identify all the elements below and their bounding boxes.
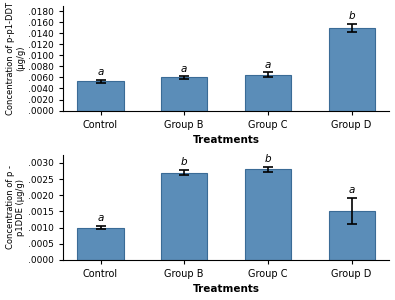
Text: b: b [348, 11, 355, 21]
Bar [329, 28, 374, 111]
Bar [329, 212, 374, 260]
Bar [245, 75, 291, 111]
Text: a: a [181, 64, 187, 74]
Bar [77, 227, 124, 260]
Text: b: b [265, 154, 271, 164]
Text: a: a [348, 185, 355, 195]
Bar [245, 169, 291, 260]
Text: b: b [181, 157, 188, 167]
X-axis label: Treatments: Treatments [192, 135, 260, 145]
Y-axis label: Concentration of p -
p1DDE (μg/g): Concentration of p - p1DDE (μg/g) [6, 165, 25, 249]
X-axis label: Treatments: Treatments [192, 284, 260, 294]
Bar [77, 81, 124, 111]
Bar [161, 77, 207, 111]
Text: a: a [97, 213, 104, 223]
Text: a: a [97, 67, 104, 77]
Text: a: a [265, 60, 271, 70]
Bar [161, 172, 207, 260]
Y-axis label: Concentration of p-p1-DDT
(μg/g): Concentration of p-p1-DDT (μg/g) [6, 2, 25, 115]
